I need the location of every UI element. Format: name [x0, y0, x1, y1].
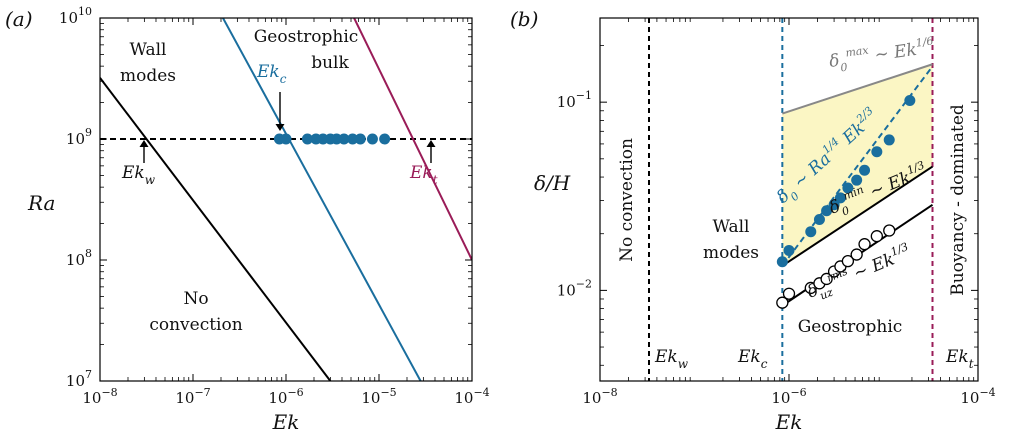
panel-b-label: (b)	[510, 7, 538, 31]
annotation-ek-t: Ekt	[409, 163, 438, 187]
scaling-label-delta-max: δ0max ∼ Ek1/6	[827, 34, 936, 75]
region-geostrophic-line2: bulk	[311, 53, 349, 73]
delta-uz-rms-open-point	[883, 224, 896, 237]
data-point	[301, 133, 313, 145]
data-point	[366, 133, 378, 145]
wall-onset-line	[100, 77, 332, 381]
delta0-filled-point	[821, 205, 833, 217]
panel-b-xtick-label: 10−4	[960, 386, 995, 407]
panel-b-ticks: 10−8 10−6 10−4 10−2 10−1	[557, 18, 996, 407]
delta0-filled-point	[805, 226, 817, 238]
arrow-ek-c	[275, 92, 285, 131]
panel-a-xtick-label: 10−4	[454, 386, 489, 407]
region-b-wall-modes-line1: Wall	[712, 217, 749, 237]
region-no-convection-line2: convection	[149, 315, 242, 335]
panel-a-ytick-label: 107	[66, 368, 92, 390]
delta0-filled-point	[813, 213, 825, 225]
panel-a-ylabel: Ra	[27, 191, 55, 215]
annotation-ek-w: Ekw	[121, 163, 156, 187]
panel-a-ytick-label: 109	[66, 126, 92, 148]
panel-a-ytick-label: 1010	[59, 5, 92, 27]
label-ek-t: Ekt	[945, 347, 974, 371]
region-b-geostrophic: Geostrophic	[798, 317, 903, 337]
delta0-filled-point	[834, 192, 846, 204]
region-no-convection-line1: No	[183, 289, 208, 309]
region-geostrophic-line1: Geostrophic	[254, 27, 359, 47]
delta-uz-rms-open-point	[820, 272, 833, 286]
data-point	[354, 133, 366, 145]
delta0-filled-point	[851, 174, 863, 186]
delta-uz-rms-open-point	[870, 230, 883, 243]
delta0-filled-point	[883, 134, 895, 146]
data-point	[280, 133, 292, 145]
panel-a-ticks: 10−8 10−7 10−6 10−5 10−4 107 108 109 1010	[59, 5, 490, 407]
panel-b-xtick-label: 10−6	[771, 386, 806, 407]
label-ek-w: Ekw	[654, 347, 689, 371]
region-buoyancy-dominated: Buoyancy - dominated	[948, 104, 968, 296]
panel-a-plot-area	[100, 18, 472, 381]
delta-max-fit	[782, 63, 933, 115]
region-b-wall-modes-line2: modes	[703, 243, 759, 263]
delta-uz-rms-open-point	[776, 296, 789, 309]
arrow-ek-t	[426, 140, 436, 163]
panel-a-xtick-label: 10−6	[268, 386, 303, 407]
panel-a: (a) 10−8 10−7 10−6 10−5 10−4 107 108 109 1010 Wa…	[5, 5, 490, 434]
data-point	[379, 133, 391, 145]
region-wall-modes-line1: Wall	[129, 40, 166, 60]
data-point	[338, 133, 350, 145]
delta0-filled-point	[776, 256, 788, 268]
panel-a-ytick-label: 108	[66, 247, 92, 269]
delta0-filled-point	[859, 164, 871, 176]
panel-a-xtick-label: 10−7	[175, 386, 210, 407]
delta-uz-rms-open-point	[858, 238, 871, 251]
delta0-filled-point	[871, 146, 883, 158]
panel-a-label: (a)	[5, 7, 33, 31]
region-wall-modes-line2: modes	[120, 66, 176, 86]
panel-a-xtick-label: 10−8	[82, 386, 117, 407]
delta0-filled-point	[783, 244, 795, 256]
delta0-filled-point	[842, 182, 854, 194]
panel-b: (b) 10−8 10−6 10−4 10−2 10−1 No convection B…	[510, 7, 996, 434]
region-no-convection-vertical: No convection	[617, 138, 637, 262]
panel-b-ytick-label: 10−2	[557, 277, 592, 299]
delta-uz-rms-open-point	[850, 248, 863, 261]
panel-b-ytick-label: 10−1	[557, 89, 592, 111]
label-ek-c: Ekc	[737, 347, 768, 371]
delta-min-fit	[781, 165, 934, 267]
geostrophic-onset-line	[222, 18, 422, 381]
panel-b-ylabel: δ/H	[534, 171, 571, 195]
data-point	[347, 133, 359, 145]
panel-a-xtick-label: 10−5	[361, 386, 396, 407]
panel-b-plot-area	[647, 18, 934, 381]
annotation-ek-c: Ekc	[256, 62, 287, 86]
panel-a-xlabel: Ek	[272, 410, 300, 434]
panel-b-xlabel: Ek	[775, 410, 803, 434]
panel-b-xtick-label: 10−8	[582, 386, 617, 407]
delta-uz-rms-open-point	[782, 287, 796, 300]
delta-uz-rms-open-point	[841, 254, 855, 268]
arrow-ek-w	[139, 140, 149, 163]
transition-line	[353, 18, 472, 261]
delta0-filled-point	[904, 95, 916, 107]
